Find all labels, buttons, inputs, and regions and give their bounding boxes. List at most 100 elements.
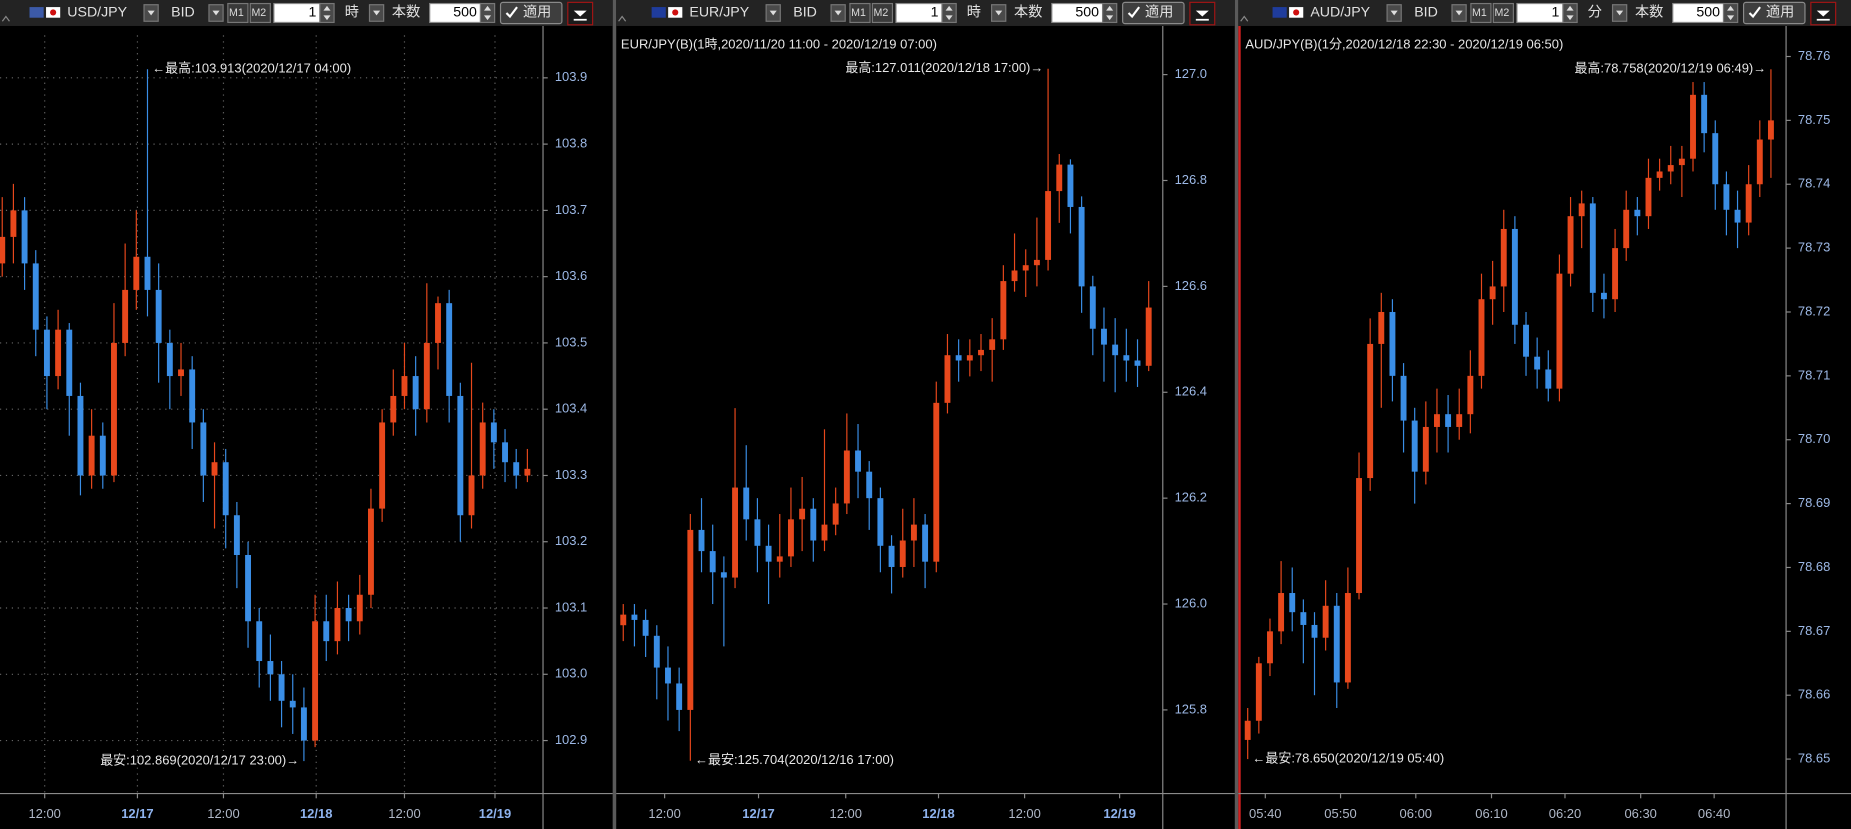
apply-label[interactable]: 適用 [523, 5, 551, 21]
y-tick-label: 78.70 [1798, 431, 1830, 446]
candle-body [211, 462, 218, 476]
candle-body [379, 422, 386, 509]
spinner-up [1727, 5, 1735, 11]
candle-body [178, 369, 184, 377]
spinner-up [1106, 5, 1114, 11]
candle-body [155, 289, 162, 343]
scroll-icon [618, 15, 627, 22]
m1-button[interactable] [849, 2, 871, 24]
candle-body [513, 462, 520, 476]
y-tick-label: 78.73 [1798, 240, 1830, 255]
y-tick-label: 126.0 [1175, 595, 1207, 610]
x-tick-label: 05:50 [1324, 806, 1356, 821]
candle-body [111, 342, 117, 476]
spinner[interactable] [1722, 2, 1739, 24]
spinner-down [1566, 15, 1574, 21]
candle-body [799, 508, 806, 520]
y-tick-label: 78.69 [1798, 495, 1830, 510]
candle-body [43, 329, 50, 377]
interval-value[interactable]: 1 [308, 5, 316, 21]
m2-button[interactable] [1492, 2, 1514, 24]
interval-value[interactable]: 1 [931, 5, 939, 21]
count-label: 本数 [1635, 5, 1663, 21]
candle-body [642, 619, 649, 636]
candle-body [866, 471, 873, 499]
y-tick-label: 78.72 [1798, 303, 1830, 318]
candle-body [166, 342, 173, 377]
candle-body [698, 529, 705, 552]
candle-body [1367, 343, 1374, 479]
candle-body [676, 683, 683, 710]
candle-body [754, 519, 761, 546]
candle-body [989, 339, 996, 350]
count-value[interactable]: 500 [453, 5, 477, 21]
count-value[interactable]: 500 [1075, 5, 1099, 21]
candle-body [1511, 228, 1518, 325]
candle-body [1701, 94, 1708, 134]
spinner-down [483, 15, 492, 21]
candle-body [888, 545, 895, 567]
candle-body [1123, 355, 1130, 361]
candle-body [1545, 369, 1552, 389]
spinner[interactable] [941, 2, 957, 24]
chart-title: EUR/JPY(B)(1時,2020/11/20 11:00 - 2020/12… [621, 36, 937, 51]
apply-check [1748, 6, 1761, 19]
candle-body [233, 515, 240, 555]
candle-body [1767, 120, 1774, 140]
candle-body [32, 263, 39, 330]
candle-body [1244, 720, 1251, 740]
candle-body [300, 707, 307, 741]
m1-button[interactable] [227, 2, 249, 24]
spinner[interactable] [1101, 2, 1118, 24]
x-tick-label: 05:40 [1249, 806, 1281, 821]
candle-body [345, 608, 352, 622]
y-tick-label: 78.67 [1798, 623, 1830, 638]
candle-body [1255, 663, 1262, 721]
spinner-up [945, 5, 953, 11]
candle-body [1734, 209, 1741, 223]
spinner[interactable] [1562, 2, 1578, 24]
spinner[interactable] [319, 2, 335, 24]
candle-body [620, 614, 627, 626]
candle-body [1478, 299, 1485, 376]
spinner[interactable] [479, 2, 496, 24]
x-tick-label: 06:40 [1698, 806, 1730, 821]
x-tick-label: 12/17 [121, 806, 153, 821]
spinner-down [1727, 15, 1735, 21]
candle-body [412, 376, 419, 410]
candle-body [1523, 324, 1529, 357]
dropdown-arrow [769, 10, 777, 16]
flag-base [1272, 7, 1287, 18]
y-tick-label: 126.2 [1175, 490, 1207, 505]
m2-button[interactable] [249, 2, 271, 24]
candle-body [776, 556, 783, 562]
candle-body [1400, 375, 1407, 421]
dropdown-arrow [834, 10, 842, 16]
candle-body [1422, 426, 1429, 472]
candle-body [1078, 206, 1085, 287]
candle-body [978, 349, 984, 356]
interval-unit: 時 [967, 5, 981, 21]
candle-body [1678, 158, 1685, 166]
candle-body [1101, 328, 1107, 345]
price-type: BID [793, 5, 817, 21]
candle-body [356, 594, 363, 622]
candle-body [502, 442, 508, 463]
y-tick-label: 78.71 [1798, 367, 1830, 382]
candle-body [1589, 203, 1596, 293]
m2-label: M2 [874, 7, 889, 19]
candle-body [1567, 216, 1574, 274]
candle-body [133, 256, 140, 290]
candle-body [446, 303, 453, 396]
m1-button[interactable] [1470, 2, 1492, 24]
count-value[interactable]: 500 [1696, 5, 1720, 21]
candle-body [21, 210, 28, 264]
candle-body [1556, 273, 1563, 389]
apply-label[interactable]: 適用 [1766, 5, 1794, 21]
interval-value[interactable]: 1 [1552, 5, 1560, 21]
apply-label[interactable]: 適用 [1145, 5, 1173, 21]
m2-label: M2 [251, 7, 266, 19]
m2-button[interactable] [871, 2, 894, 24]
candle-body [0, 236, 6, 264]
